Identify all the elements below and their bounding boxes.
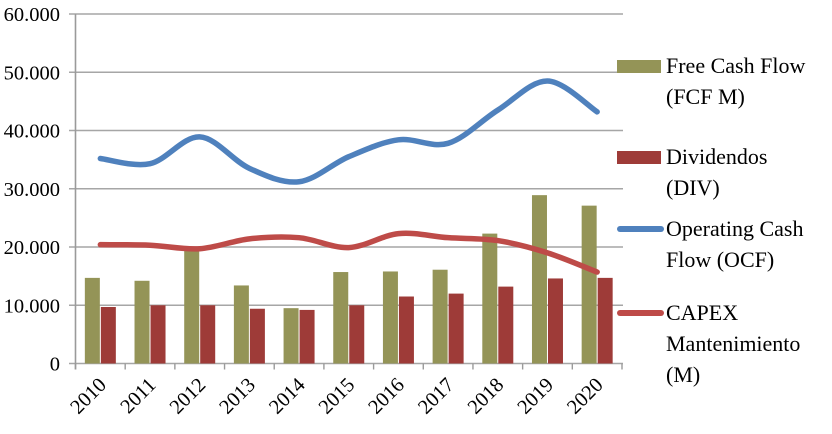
x-tick-label-2016: 2016 [364, 374, 409, 419]
legend-swatch-box [617, 213, 666, 232]
legend-label-line: (FCF M) [666, 84, 745, 109]
legend-label-line: Free Cash Flow [666, 53, 806, 78]
y-tick-label: 0 [50, 354, 60, 376]
bar-fcf-2018 [482, 233, 498, 364]
legend-item-dividendos: Dividendos (DIV) [617, 141, 767, 203]
y-tick-label: 50.000 [4, 62, 60, 84]
x-tick-label-2015: 2015 [315, 374, 360, 419]
bar-fcf-2012 [184, 250, 200, 364]
capex-line [97, 230, 600, 275]
bar-div-2020 [597, 277, 613, 364]
bar-fcf-2013 [233, 285, 249, 364]
legend-label-line: Mantenimiento [666, 331, 801, 356]
bar-fcf-2019 [531, 195, 547, 364]
legend-item-capex-mantenimiento: CAPEX Mantenimiento (M) [617, 297, 800, 390]
bar-div-2010 [100, 306, 116, 364]
bar-div-2012 [200, 305, 216, 364]
bar-div-2019 [547, 278, 563, 364]
x-tick-label-2010: 2010 [66, 374, 111, 419]
chart-legend: Free Cash Flow (FCF M) Dividendos (DIV) … [617, 0, 832, 434]
x-tick-label-2012: 2012 [166, 374, 211, 419]
fcf-bar-swatch-icon [617, 60, 661, 73]
bar-fcf-2020 [581, 205, 597, 364]
ocf-line [97, 78, 600, 185]
legend-label-operating-cash-flow: Operating Cash Flow (OCF) [666, 213, 803, 275]
x-tick-label-2013: 2013 [215, 374, 260, 419]
legend-swatch-box [617, 50, 666, 73]
bar-div-2011 [150, 305, 166, 364]
x-tick-label-2018: 2018 [464, 374, 509, 419]
legend-label-line: Dividendos [666, 144, 768, 169]
ocf-line-swatch-icon [617, 226, 664, 232]
y-tick-label: 40.000 [4, 121, 60, 143]
legend-label-line: (DIV) [666, 175, 720, 200]
x-tick-label-2019: 2019 [513, 374, 558, 419]
y-tick-label: 30.000 [4, 179, 60, 201]
legend-swatch-box [617, 297, 666, 316]
legend-label-free-cash-flow: Free Cash Flow (FCF M) [666, 50, 805, 112]
bar-fcf-2011 [134, 280, 150, 364]
legend-label-line: Flow (OCF) [666, 247, 775, 272]
y-tick-label: 20.000 [4, 237, 60, 259]
bar-div-2015 [349, 305, 365, 364]
legend-label-dividendos: Dividendos (DIV) [666, 141, 767, 203]
bar-div-2017 [448, 293, 464, 364]
x-tick-label-2020: 2020 [563, 374, 608, 419]
legend-label-line: (M) [666, 362, 701, 387]
bar-fcf-2010 [84, 277, 100, 364]
bar-fcf-2015 [333, 272, 349, 364]
y-tick-label: 10.000 [4, 295, 60, 317]
dividendos-bar-swatch-icon [617, 151, 661, 164]
bar-fcf-2014 [283, 308, 299, 364]
bar-div-2016 [398, 296, 414, 364]
x-tick-label-2017: 2017 [414, 374, 459, 419]
legend-label-line: Operating Cash [666, 216, 804, 241]
bar-fcf-2016 [382, 271, 398, 364]
legend-label-capex-mantenimiento: CAPEX Mantenimiento (M) [666, 297, 800, 390]
legend-swatch-box [617, 141, 666, 164]
x-tick-label-2011: 2011 [117, 374, 161, 418]
legend-item-free-cash-flow: Free Cash Flow (FCF M) [617, 50, 805, 112]
capex-line-swatch-icon [617, 310, 664, 316]
legend-item-operating-cash-flow: Operating Cash Flow (OCF) [617, 213, 803, 275]
x-tick-label-2014: 2014 [265, 374, 310, 419]
legend-label-line: CAPEX [666, 300, 739, 325]
bar-fcf-2017 [432, 269, 448, 364]
bar-div-2014 [299, 309, 315, 364]
bar-div-2013 [249, 308, 265, 364]
bar-div-2018 [498, 286, 514, 364]
y-tick-label: 60.000 [4, 4, 60, 26]
